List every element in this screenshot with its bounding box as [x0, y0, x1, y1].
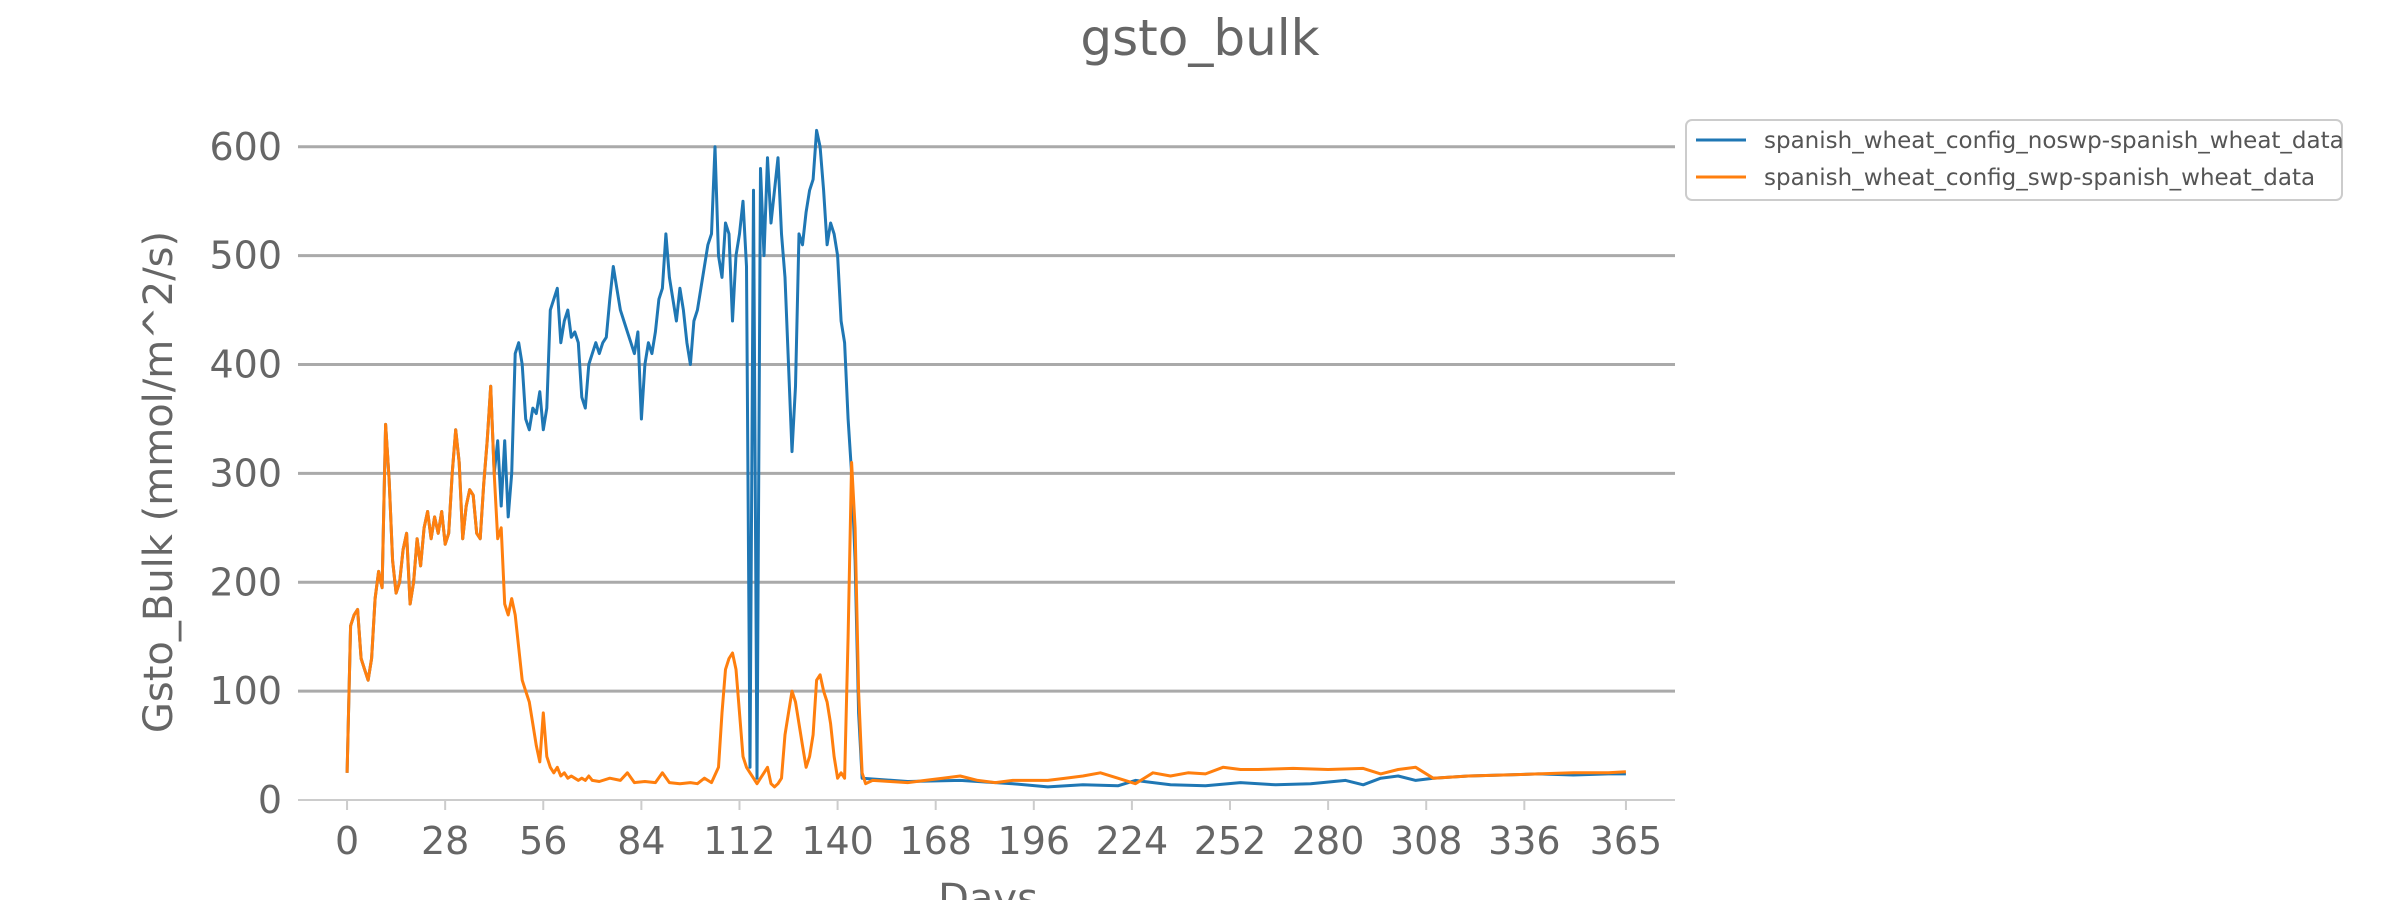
y-tick-label: 200 — [209, 560, 282, 604]
x-tick-label: 112 — [703, 819, 776, 863]
x-tick-label: 140 — [801, 819, 874, 863]
x-tick-label: 224 — [1096, 819, 1169, 863]
legend-box — [1685, 119, 2343, 201]
x-tick-label: 308 — [1390, 819, 1463, 863]
y-tick-label: 500 — [209, 234, 282, 278]
y-tick-label: 400 — [209, 343, 282, 387]
y-tick-label: 600 — [209, 125, 282, 169]
x-tick-label: 56 — [519, 819, 567, 863]
x-tick-label: 252 — [1194, 819, 1267, 863]
x-axis-label: Days — [938, 876, 1038, 900]
x-tick-label: 280 — [1292, 819, 1365, 863]
series-group — [345, 128, 1626, 789]
x-tick-label: 28 — [421, 819, 469, 863]
legend: spanish_wheat_config_noswp-spanish_wheat… — [1685, 119, 2344, 201]
x-tick-label: 0 — [335, 819, 359, 863]
y-tick-label: 100 — [209, 669, 282, 713]
x-tick-label: 336 — [1488, 819, 1561, 863]
x-tick-label: 168 — [899, 819, 972, 863]
x-tick-label: 365 — [1590, 819, 1663, 863]
series-line-noswp — [345, 128, 1626, 789]
legend-label-noswp: spanish_wheat_config_noswp-spanish_wheat… — [1764, 128, 2344, 154]
x-ticks: 0 28 56 84 112 140 168 196 224 252 280 308 336 365 — [335, 800, 1662, 863]
y-tick-label: 0 — [258, 778, 282, 822]
legend-label-swp: spanish_wheat_config_swp-spanish_wheat_d… — [1764, 165, 2315, 191]
y-axis-label: Gsto_Bulk (mmol/m^2/s) — [136, 231, 182, 733]
y-tick-label: 300 — [209, 451, 282, 495]
series-line-swp — [345, 384, 1626, 789]
y-ticks: 0 100 200 300 400 500 600 — [209, 125, 282, 822]
grid-lines — [298, 145, 1675, 693]
chart-title: gsto_bulk — [1080, 9, 1319, 67]
x-tick-label: 84 — [617, 819, 665, 863]
x-tick-label: 196 — [998, 819, 1071, 863]
